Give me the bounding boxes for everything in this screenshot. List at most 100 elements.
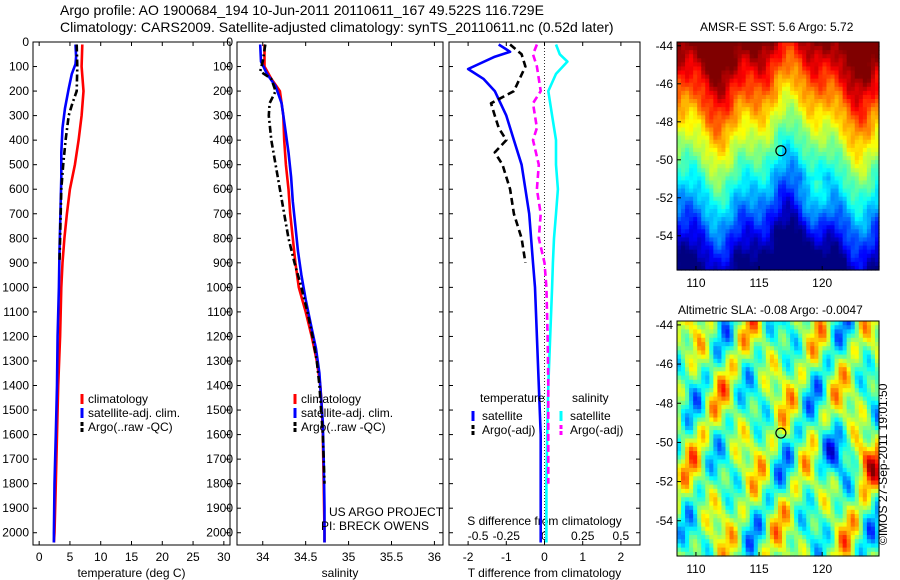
heatmap-cell xyxy=(773,459,779,465)
heatmap-cell xyxy=(721,367,727,372)
heatmap-cell xyxy=(806,484,811,490)
heatmap-cell xyxy=(749,66,755,72)
heatmap-cell xyxy=(693,480,698,486)
heatmap-cell xyxy=(778,192,783,198)
heatmap-cell xyxy=(717,131,723,137)
panel-frame xyxy=(32,41,231,546)
heatmap-cell xyxy=(778,535,783,540)
heatmap-cell xyxy=(725,446,731,452)
heatmap-cell xyxy=(769,463,775,469)
heatmap-cell xyxy=(749,484,755,490)
heatmap-cell xyxy=(761,115,767,120)
heatmap-cell xyxy=(782,58,787,63)
heatmap-cell xyxy=(810,480,815,486)
heatmap-cell xyxy=(818,221,824,226)
heatmap-cell xyxy=(697,151,702,157)
heatmap-cell xyxy=(866,70,872,76)
heatmap-cell xyxy=(846,78,852,84)
heatmap-cell xyxy=(769,400,775,406)
heatmap-cell xyxy=(870,168,876,173)
heatmap-cell xyxy=(705,425,710,431)
heatmap-cell xyxy=(782,82,787,88)
heatmap-cell xyxy=(761,543,767,549)
heatmap-cell xyxy=(761,99,767,104)
heatmap-cell xyxy=(830,70,836,76)
heatmap-cell xyxy=(705,551,710,557)
heatmap-cell xyxy=(794,160,799,165)
heatmap-cell xyxy=(790,476,795,482)
heatmap-cell xyxy=(798,265,803,271)
heatmap-cell xyxy=(810,430,815,435)
heatmap-cell xyxy=(866,58,872,63)
heatmap-cell xyxy=(677,54,682,59)
heatmap-cell xyxy=(826,208,832,214)
heatmap-cell xyxy=(705,46,710,51)
heatmap-cell xyxy=(818,46,824,51)
heatmap-cell xyxy=(689,70,694,76)
heatmap-cell xyxy=(838,42,844,47)
heatmap-cell xyxy=(798,257,803,263)
heatmap-cell xyxy=(806,472,811,477)
heatmap-cell xyxy=(685,119,690,125)
heatmap-cell xyxy=(769,66,775,72)
heatmap-cell xyxy=(753,505,759,511)
heatmap-cell xyxy=(782,371,787,377)
heatmap-cell xyxy=(854,115,860,120)
heatmap-cell xyxy=(677,237,682,243)
heatmap-cell xyxy=(753,425,759,431)
heatmap-cell xyxy=(705,463,710,469)
heatmap-cell xyxy=(741,78,747,84)
heatmap-cell xyxy=(705,135,710,141)
heatmap-cell xyxy=(761,143,767,149)
heatmap-cell xyxy=(790,484,795,490)
heatmap-cell xyxy=(709,94,714,100)
heatmap-cell xyxy=(717,151,723,157)
depth-tick-label: 200 xyxy=(9,84,29,98)
heatmap-cell xyxy=(761,131,767,137)
heatmap-cell xyxy=(842,94,848,100)
heatmap-cell xyxy=(709,354,714,360)
heatmap-cell xyxy=(846,94,852,100)
heatmap-cell xyxy=(677,265,682,271)
x-tick-label: 34.5 xyxy=(294,550,318,564)
heatmap-cell xyxy=(802,325,807,330)
heatmap-cell xyxy=(798,213,803,218)
heatmap-cell xyxy=(854,62,860,68)
heatmap-cell xyxy=(689,455,694,461)
heatmap-cell xyxy=(802,46,807,51)
heatmap-cell xyxy=(782,325,787,330)
heatmap-cell xyxy=(806,233,811,239)
heatmap-cell xyxy=(741,135,747,141)
heatmap-cell xyxy=(810,82,815,88)
heatmap-cell xyxy=(782,257,787,263)
heatmap-cell xyxy=(798,530,803,536)
heatmap-cell xyxy=(745,42,751,47)
heatmap-cell xyxy=(838,188,844,194)
heatmap-cell xyxy=(705,233,710,239)
heatmap-cell xyxy=(810,261,815,267)
heatmap-cell xyxy=(705,346,710,351)
heatmap-cell xyxy=(713,434,718,440)
heatmap-cell xyxy=(709,241,714,247)
heatmap-cell xyxy=(729,213,735,218)
heatmap-cell xyxy=(818,176,824,182)
heatmap-cell xyxy=(685,476,690,482)
heatmap-cell xyxy=(802,217,807,222)
heatmap-cell xyxy=(733,346,739,351)
heatmap-cell xyxy=(677,200,682,206)
heatmap-cell xyxy=(798,192,803,198)
heatmap-cell xyxy=(782,337,787,343)
heatmap-cell xyxy=(769,413,775,419)
heatmap-cell xyxy=(677,463,682,469)
heatmap-cell xyxy=(677,217,682,222)
heatmap-cell xyxy=(717,160,723,165)
heatmap-cell xyxy=(737,522,743,528)
heatmap-cell xyxy=(681,404,686,410)
heatmap-cell xyxy=(826,257,832,263)
heatmap-cell xyxy=(794,530,799,536)
heatmap-cell xyxy=(721,409,727,414)
heatmap-cell xyxy=(854,253,860,259)
heatmap-cell xyxy=(745,459,751,465)
heatmap-cell xyxy=(717,413,723,419)
heatmap-cell xyxy=(677,115,682,120)
